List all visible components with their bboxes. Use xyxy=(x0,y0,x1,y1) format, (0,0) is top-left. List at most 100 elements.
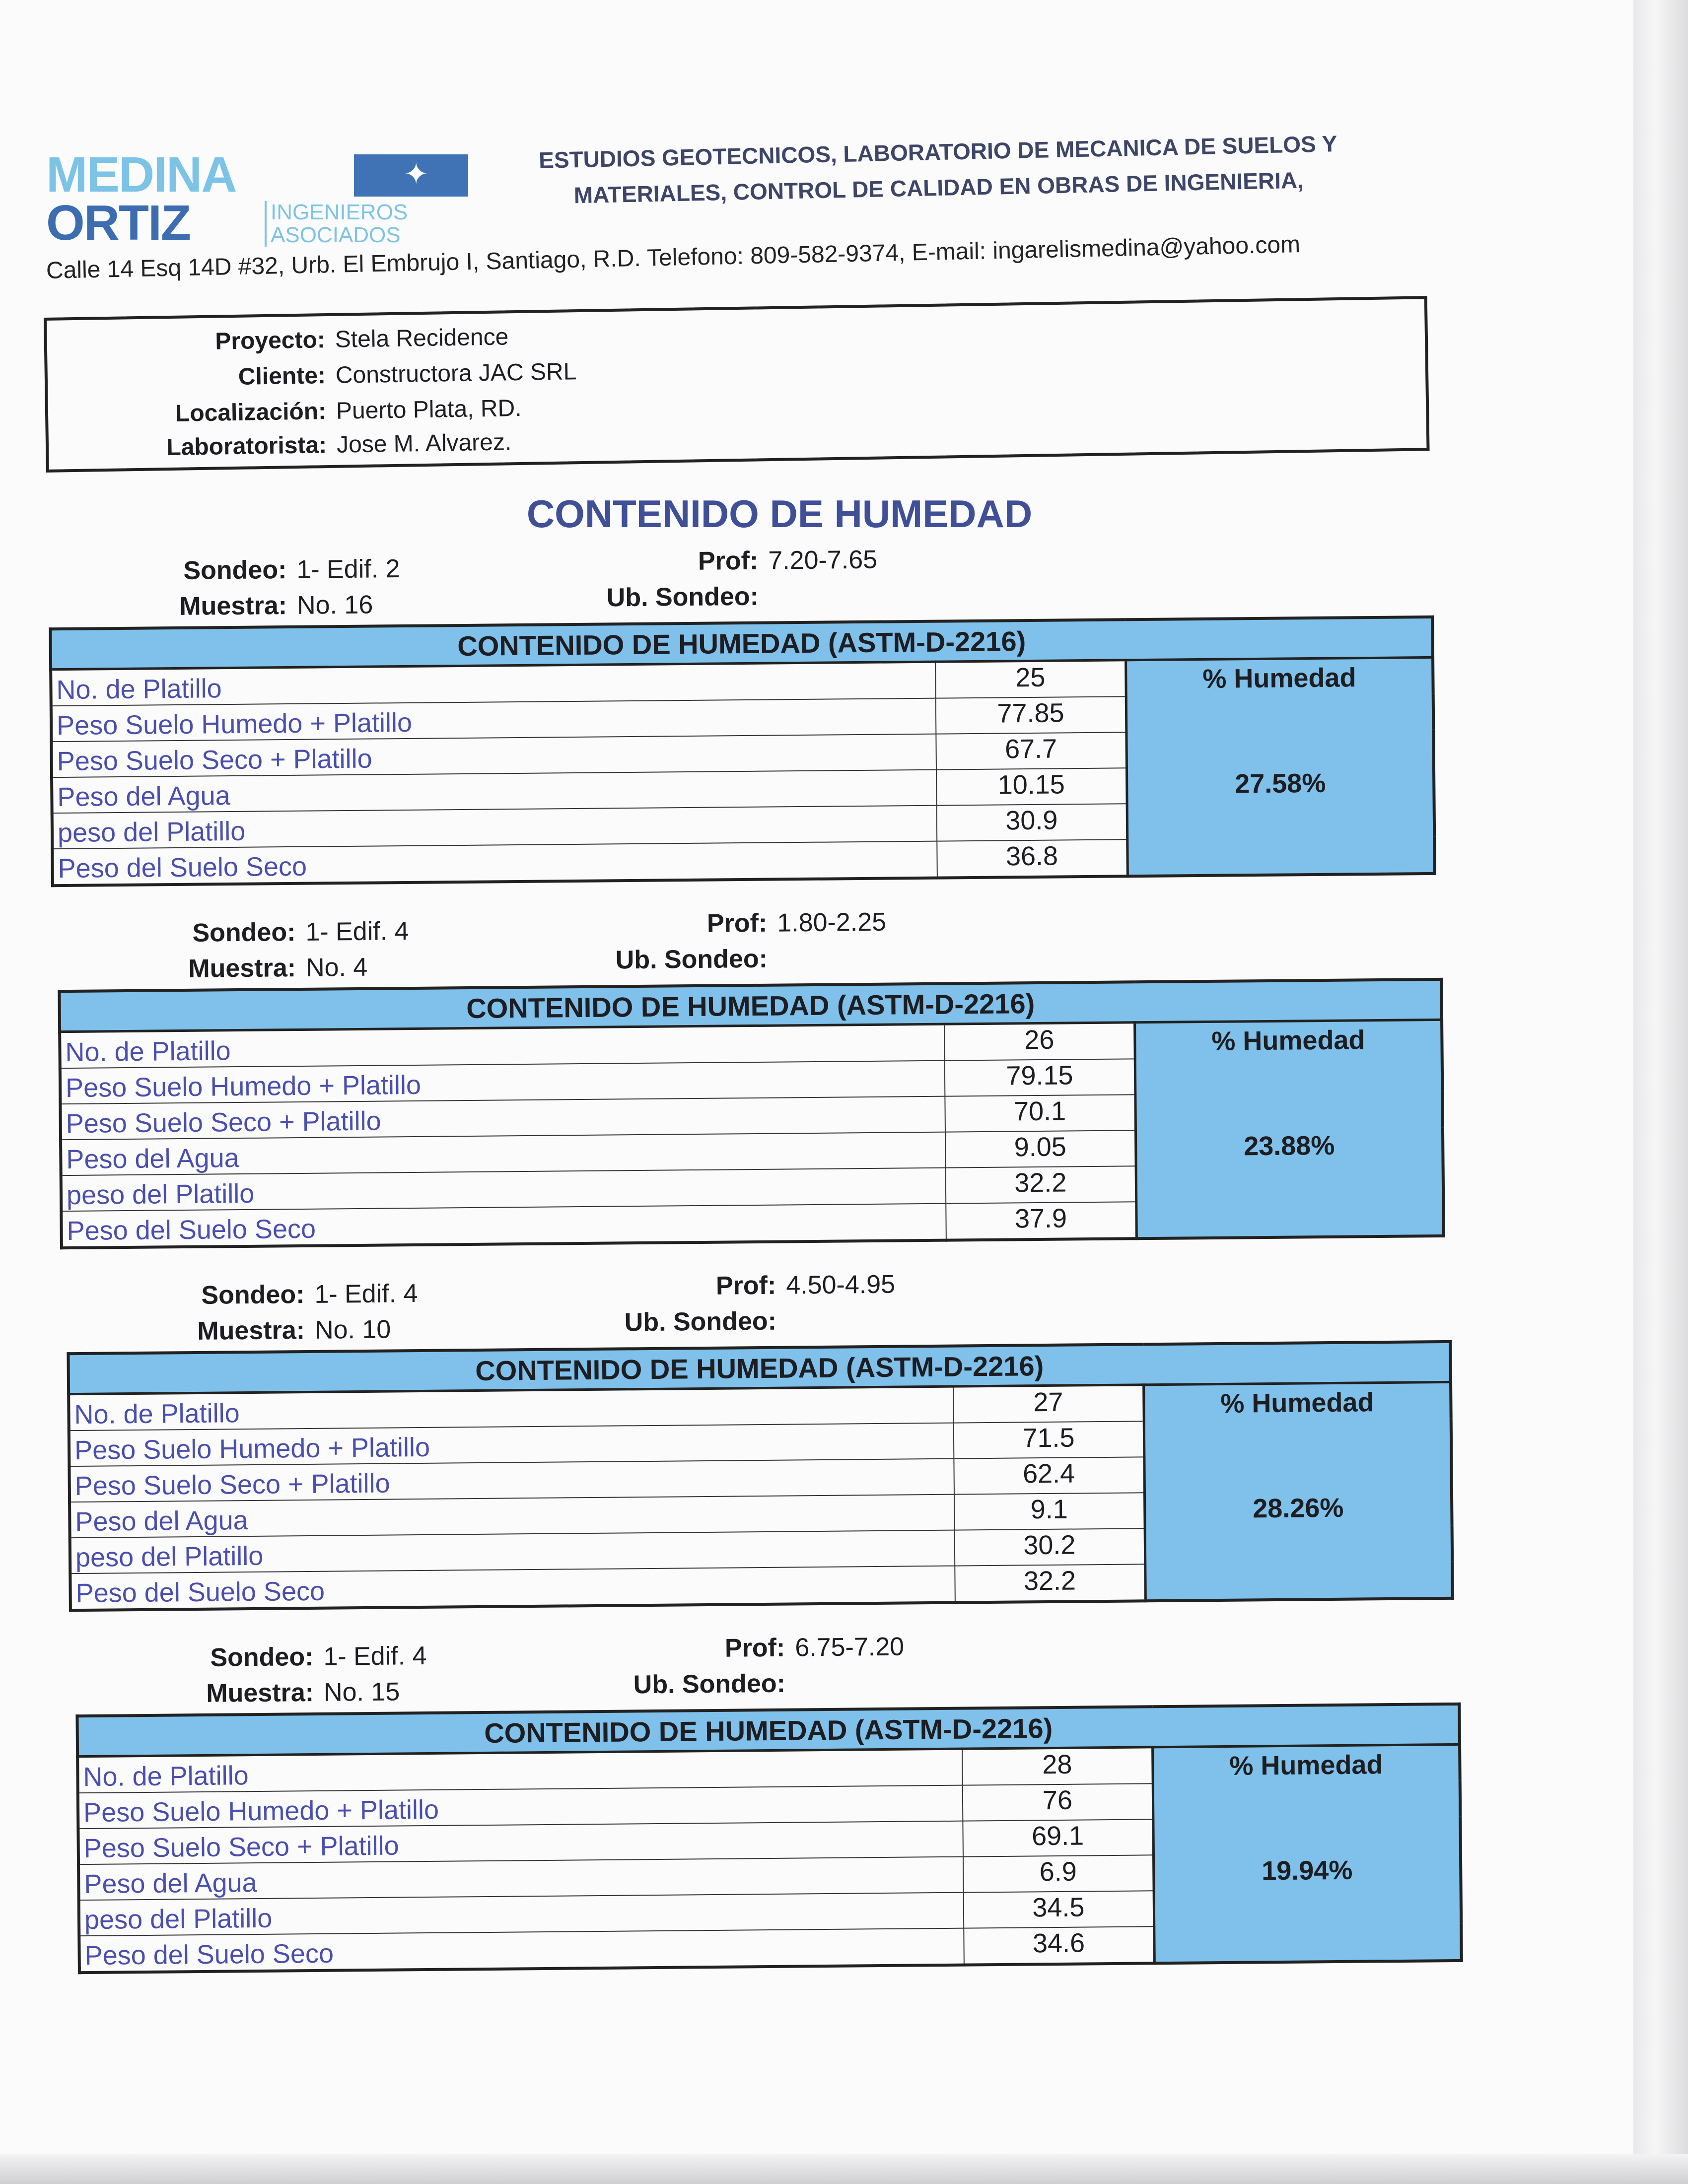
row-value: 36.8 xyxy=(937,839,1128,878)
logo-star-box: ✦ xyxy=(354,154,468,197)
muestra-value: No. 16 xyxy=(296,590,373,620)
row-value: 76 xyxy=(962,1783,1153,1821)
info-label: Laboratorista: xyxy=(166,432,327,461)
row-value: 69.1 xyxy=(963,1819,1154,1857)
info-label: Cliente: xyxy=(238,362,326,390)
ub-sondeo-label: Ub. Sondeo: xyxy=(633,1669,786,1700)
ub-sondeo-label: Ub. Sondeo: xyxy=(624,1306,777,1337)
humidity-table: CONTENIDO DE HUMEDAD (ASTM-D-2216) No. d… xyxy=(75,1702,1463,1975)
info-proyecto: Proyecto: Stela Recidence xyxy=(47,324,509,365)
row-label: Peso del Suelo Seco xyxy=(61,1203,946,1248)
info-label: Proyecto: xyxy=(214,327,326,355)
row-value: 6.9 xyxy=(963,1855,1154,1893)
row-value: 77.85 xyxy=(935,696,1126,734)
ub-sondeo-label: Ub. Sondeo: xyxy=(615,944,768,975)
humidity-table: CONTENIDO DE HUMEDAD (ASTM-D-2216) No. d… xyxy=(67,1340,1454,1612)
muestra-label: Muestra: xyxy=(179,591,287,621)
prof-value: 6.75-7.20 xyxy=(795,1632,905,1662)
prof-value: 4.50-4.95 xyxy=(786,1270,896,1300)
logo-text-medina: MEDINA xyxy=(46,147,237,203)
ub-sondeo-label: Ub. Sondeo: xyxy=(606,582,759,613)
muestra-label: Muestra: xyxy=(197,1316,305,1346)
info-value: Stela Recidence xyxy=(335,324,509,353)
info-label: Localización: xyxy=(175,398,327,427)
prof-value: 7.20-7.65 xyxy=(768,545,878,575)
page-bottom-edge xyxy=(0,2154,1688,2184)
prof-value: 1.80-2.25 xyxy=(777,907,887,938)
page-edge xyxy=(1633,0,1688,2184)
row-value: 30.2 xyxy=(954,1528,1145,1566)
humidity-value: 23.88% xyxy=(1243,1130,1335,1161)
prof-label: Prof: xyxy=(724,1633,785,1663)
info-value: Puerto Plata, RD. xyxy=(336,395,522,424)
sondeo-label: Sondeo: xyxy=(183,555,287,585)
row-value: 32.2 xyxy=(945,1166,1136,1204)
row-value: 79.15 xyxy=(944,1059,1135,1096)
logo-text-ortiz: ORTIZ xyxy=(46,195,191,251)
company-headline: ESTUDIOS GEOTECNICOS, LABORATORIO DE MEC… xyxy=(516,125,1361,214)
info-localizacion: Localización: Puerto Plata, RD. xyxy=(48,395,522,437)
row-value: 70.1 xyxy=(945,1094,1136,1132)
row-value: 26 xyxy=(944,1022,1135,1061)
prof-label: Prof: xyxy=(706,908,768,938)
sample-section: Sondeo: 1- Edif. 4 Muestra: No. 15 Prof:… xyxy=(75,1627,1468,1977)
row-value: 9.05 xyxy=(945,1130,1136,1168)
row-label: Peso del Suelo Seco xyxy=(70,1566,955,1611)
humidity-value: 27.58% xyxy=(1234,768,1326,799)
sondeo-value: 1- Edif. 2 xyxy=(296,554,400,584)
row-value: 32.2 xyxy=(955,1564,1146,1603)
row-value: 25 xyxy=(935,660,1126,698)
humidity-result-cell: % Humedad 28.26% xyxy=(1143,1382,1453,1601)
page-title: CONTENIDO DE HUMEDAD xyxy=(526,492,1033,536)
sample-section: Sondeo: 1- Edif. 4 Muestra: No. 4 Prof: … xyxy=(57,902,1450,1252)
row-value: 34.5 xyxy=(963,1891,1154,1928)
muestra-value: No. 4 xyxy=(305,953,368,982)
muestra-value: No. 10 xyxy=(314,1315,391,1345)
project-info-box: Proyecto: Stela Recidence Cliente: Constru… xyxy=(44,296,1430,473)
humidity-table: CONTENIDO DE HUMEDAD (ASTM-D-2216) No. d… xyxy=(49,615,1436,887)
humidity-result-cell: % Humedad 23.88% xyxy=(1134,1020,1444,1239)
row-value: 37.9 xyxy=(946,1202,1137,1240)
humidity-result-cell: % Humedad 19.94% xyxy=(1152,1744,1462,1964)
muestra-label: Muestra: xyxy=(206,1678,314,1708)
sample-section: Sondeo: 1- Edif. 2 Muestra: No. 16 Prof:… xyxy=(48,540,1441,889)
row-value: 27 xyxy=(953,1384,1144,1423)
info-cliente: Cliente: Constructora JAC SRL xyxy=(48,358,576,401)
humidity-result-cell: % Humedad 27.58% xyxy=(1125,657,1435,877)
humidity-header: % Humedad xyxy=(1229,1750,1383,1781)
sondeo-value: 1- Edif. 4 xyxy=(305,917,409,947)
humidity-header: % Humedad xyxy=(1202,663,1356,694)
humidity-value: 28.26% xyxy=(1252,1493,1344,1524)
info-value: Constructora JAC SRL xyxy=(335,358,577,389)
humidity-value: 19.94% xyxy=(1261,1855,1353,1886)
row-label: Peso del Suelo Seco xyxy=(79,1928,964,1973)
info-laboratorista: Laboratorista: Jose M. Alvarez. xyxy=(49,429,512,471)
sondeo-label: Sondeo: xyxy=(192,918,296,948)
sondeo-value: 1- Edif. 4 xyxy=(314,1279,418,1309)
row-label: Peso del Suelo Seco xyxy=(52,841,937,886)
row-value: 62.4 xyxy=(954,1457,1145,1495)
humidity-table: CONTENIDO DE HUMEDAD (ASTM-D-2216) No. d… xyxy=(58,977,1445,1250)
star-icon: ✦ xyxy=(404,157,429,191)
prof-label: Prof: xyxy=(715,1271,776,1300)
logo-sub-ingenieros: INGENIEROS xyxy=(271,200,408,224)
muestra-label: Muestra: xyxy=(188,954,296,983)
company-logo: MEDINA ✦ ORTIZ INGENIEROS ASOCIADOS xyxy=(46,147,468,251)
row-value: 10.15 xyxy=(936,768,1127,806)
sondeo-value: 1- Edif. 4 xyxy=(323,1641,427,1671)
row-value: 34.6 xyxy=(964,1926,1155,1965)
logo-sub-asociados: ASOCIADOS xyxy=(271,223,401,247)
row-value: 30.9 xyxy=(936,804,1127,841)
sondeo-label: Sondeo: xyxy=(201,1280,305,1310)
logo-subtitle: INGENIEROS ASOCIADOS xyxy=(265,201,408,247)
muestra-value: No. 15 xyxy=(323,1677,400,1707)
sample-section: Sondeo: 1- Edif. 4 Muestra: No. 10 Prof:… xyxy=(66,1265,1459,1614)
row-value: 71.5 xyxy=(953,1421,1144,1459)
prof-label: Prof: xyxy=(698,546,759,576)
humidity-header: % Humedad xyxy=(1211,1025,1365,1056)
sondeo-label: Sondeo: xyxy=(210,1642,314,1672)
info-value: Jose M. Alvarez. xyxy=(336,429,512,458)
row-value: 67.7 xyxy=(936,732,1127,770)
row-value: 28 xyxy=(962,1747,1153,1785)
humidity-header: % Humedad xyxy=(1220,1387,1374,1419)
